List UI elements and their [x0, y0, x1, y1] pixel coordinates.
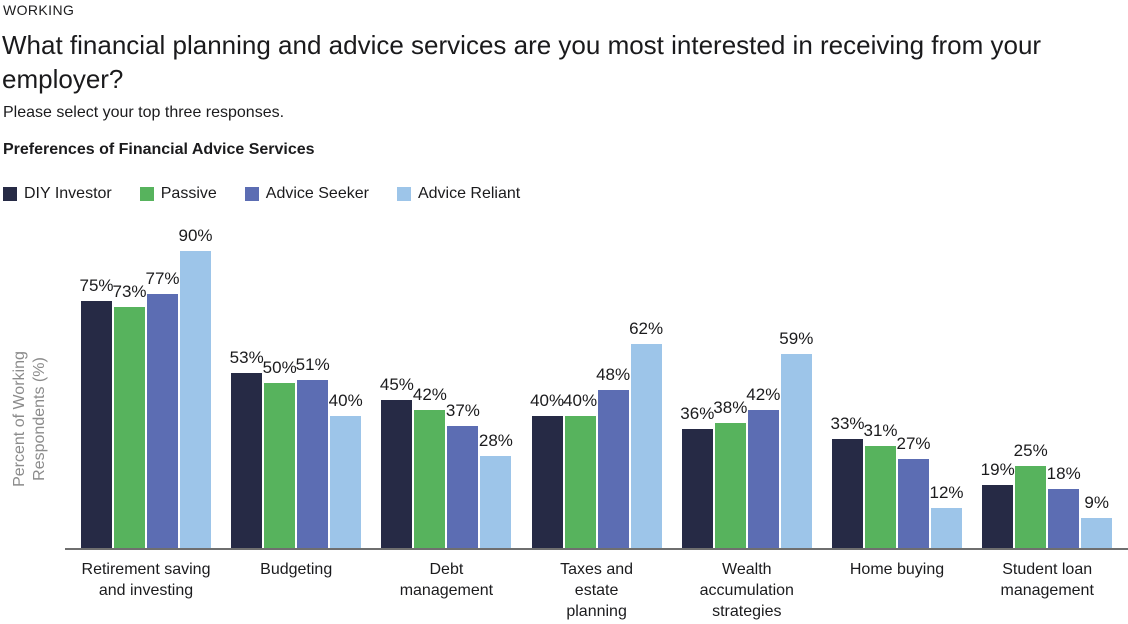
- bar-advice-seeker-retirement-saving-and-investing: [147, 294, 178, 548]
- bar-passive-wealth-accumulation-strategies: [714, 423, 746, 548]
- bar-value-label: 51%: [295, 355, 330, 374]
- bar-value-label: 40%: [530, 391, 565, 410]
- chart-title: Preferences of Financial Advice Services: [3, 141, 315, 158]
- bar-diy-investor-taxes-and-estate-planning: [531, 416, 563, 548]
- bar-value-label: 59%: [779, 329, 814, 348]
- bar-value-label: 19%: [980, 460, 1015, 479]
- bar-value-label: 90%: [178, 226, 213, 245]
- legend-swatch-icon: [139, 187, 154, 201]
- x-axis-line: [65, 548, 1128, 550]
- bar-advice-reliant-home-buying: [931, 508, 962, 548]
- x-axis-category-label: Budgeting: [260, 561, 333, 578]
- chart-legend: DIY Investor Passive Advice Seeker Advice R…: [3, 185, 520, 203]
- survey-instruction: Please select your top three responses.: [3, 104, 285, 121]
- bar-passive-retirement-saving-and-investing: [114, 307, 145, 548]
- bar-value-label: 28%: [478, 431, 513, 450]
- x-axis-category-label: Debt management: [399, 561, 494, 599]
- x-axis-category-label: Home buying: [849, 561, 945, 578]
- x-axis-category-label: Retirement saving and investing: [81, 561, 211, 599]
- legend-item-advice-seeker: Advice Seeker: [244, 185, 369, 203]
- bar-advice-seeker-wealth-accumulation-strategies: [747, 410, 779, 548]
- legend-label: Advice Seeker: [265, 185, 369, 202]
- bar-value-label: 12%: [929, 483, 964, 502]
- bar-advice-reliant-budgeting: [330, 416, 362, 548]
- bar-advice-reliant-retirement-saving-and-investing: [180, 251, 211, 548]
- bar-value-label: 42%: [746, 385, 781, 404]
- legend-label: Passive: [160, 185, 217, 202]
- bar-value-label: 36%: [680, 404, 715, 423]
- legend-label: Advice Reliant: [417, 185, 521, 202]
- legend-item-advice-reliant: Advice Reliant: [396, 185, 521, 203]
- bar-value-label: 42%: [412, 385, 447, 404]
- bar-diy-investor-debt-management: [381, 400, 413, 548]
- bar-advice-seeker-debt-management: [447, 426, 479, 548]
- bar-value-label: 73%: [112, 282, 147, 301]
- bar-value-label: 27%: [896, 434, 931, 453]
- bar-advice-seeker-home-buying: [898, 459, 929, 548]
- legend-item-diy-investor: DIY Investor: [3, 185, 112, 203]
- bar-value-label: 33%: [830, 414, 865, 433]
- bar-value-label: 62%: [629, 319, 664, 338]
- bar-advice-seeker-taxes-and-estate-planning: [597, 390, 629, 548]
- legend-item-passive: Passive: [139, 185, 217, 203]
- bar-advice-reliant-debt-management: [480, 456, 512, 548]
- bar-passive-home-buying: [865, 446, 896, 548]
- bar-value-label: 75%: [79, 276, 114, 295]
- legend-swatch-icon: [396, 187, 411, 201]
- page-title: What financial planning and advice servi…: [2, 30, 1042, 94]
- bar-value-label: 77%: [145, 269, 180, 288]
- bar-value-label: 45%: [379, 375, 414, 394]
- bar-passive-taxes-and-estate-planning: [564, 416, 596, 548]
- bar-value-label: 37%: [445, 401, 480, 420]
- bar-diy-investor-wealth-accumulation-strategies: [681, 429, 713, 548]
- bar-value-label: 40%: [328, 391, 363, 410]
- bar-diy-investor-home-buying: [832, 439, 863, 548]
- bar-value-label: 40%: [563, 391, 598, 410]
- bar-value-label: 48%: [596, 365, 631, 384]
- bar-advice-reliant-student-loan-management: [1081, 518, 1113, 548]
- bar-passive-student-loan-management: [1015, 466, 1047, 548]
- x-axis-category-label: Wealth accumulation strategies: [699, 561, 794, 620]
- bar-passive-budgeting: [264, 383, 296, 548]
- x-axis-category-label: Taxes and estate planning: [560, 561, 634, 620]
- legend-swatch-icon: [244, 187, 259, 201]
- bar-value-label: 38%: [713, 398, 748, 417]
- bar-advice-seeker-student-loan-management: [1048, 489, 1080, 548]
- bar-advice-reliant-wealth-accumulation-strategies: [780, 354, 812, 548]
- bar-value-label: 31%: [863, 421, 898, 440]
- bar-diy-investor-student-loan-management: [982, 485, 1014, 548]
- x-axis-category-label: Student loan management: [1000, 561, 1094, 599]
- bar-passive-debt-management: [414, 410, 446, 548]
- legend-swatch-icon: [3, 187, 17, 201]
- bar-value-label: 50%: [262, 358, 297, 377]
- bar-diy-investor-retirement-saving-and-investing: [81, 301, 112, 548]
- bar-value-label: 9%: [1084, 493, 1109, 512]
- bar-advice-seeker-budgeting: [297, 380, 329, 548]
- bar-value-label: 53%: [229, 348, 264, 367]
- bar-advice-reliant-taxes-and-estate-planning: [630, 344, 662, 548]
- legend-label: DIY Investor: [24, 185, 112, 202]
- bar-value-label: 18%: [1046, 464, 1081, 483]
- bar-diy-investor-budgeting: [231, 373, 263, 548]
- bar-value-label: 25%: [1013, 441, 1048, 460]
- section-eyebrow: WORKING: [3, 2, 75, 18]
